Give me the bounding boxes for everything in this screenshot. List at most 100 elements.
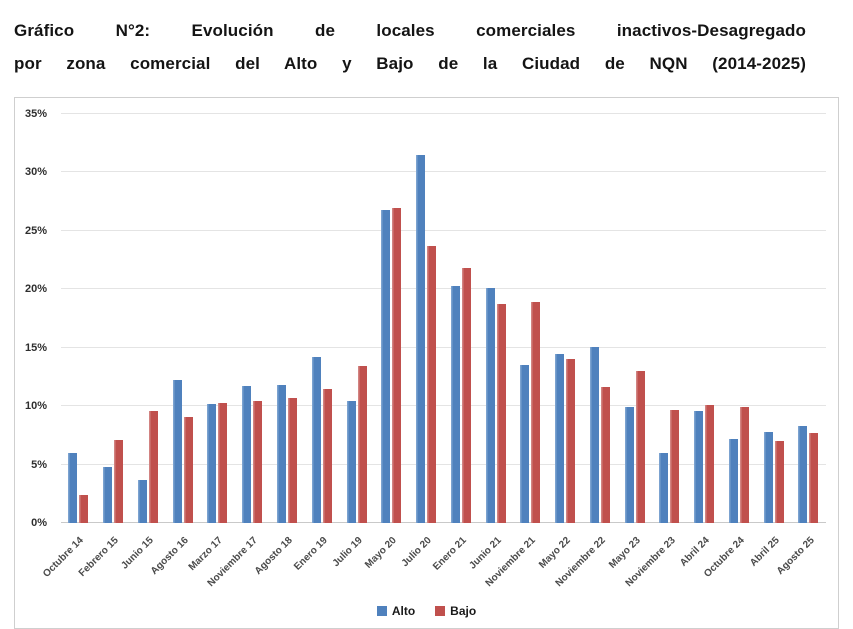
legend-label-bajo: Bajo bbox=[450, 604, 477, 618]
bar-alto-enero-19 bbox=[311, 357, 321, 523]
bar-bajo-julio-20 bbox=[427, 246, 437, 523]
legend-swatch-bajo-icon bbox=[435, 606, 446, 616]
bar-bajo-noviembre-17 bbox=[253, 401, 263, 523]
gridline-20 bbox=[61, 288, 826, 290]
bar-alto-abril-25 bbox=[763, 431, 773, 523]
x-axis-labels: Octubre 14 Febrero 15 Junio 15 Agosto 16 Mar… bbox=[41, 529, 826, 609]
bar-alto-mayo-20 bbox=[381, 209, 391, 523]
chart-title-line-2: por zona comercial del Alto y Bajo de la… bbox=[14, 54, 806, 73]
x-tick-label: Enero 19 bbox=[291, 535, 330, 573]
bar-alto-enero-21 bbox=[450, 285, 460, 523]
bar-alto-junio-15 bbox=[137, 479, 147, 523]
bar-alto-agosto-18 bbox=[276, 385, 286, 523]
bar-alto-mayo-23 bbox=[624, 407, 634, 523]
bar-alto-febrero-15 bbox=[103, 466, 113, 523]
bar-bajo-noviembre-21 bbox=[531, 302, 541, 523]
bar-alto-abril-24 bbox=[694, 410, 704, 523]
y-tick-label-30: 30% bbox=[24, 166, 47, 179]
bar-bajo-octubre-24 bbox=[739, 407, 749, 523]
bar-group bbox=[416, 114, 437, 523]
bar-alto-agosto-25 bbox=[798, 426, 808, 523]
chart-frame: 0% 5% 10% 15% 20% 25% 30% 35% Octubre 14 Febrero… bbox=[14, 97, 839, 629]
bar-bajo-agosto-16 bbox=[183, 416, 193, 523]
y-axis-labels: 0% 5% 10% 15% 20% 25% 30% 35% bbox=[15, 108, 55, 529]
bar-alto-noviembre-17 bbox=[242, 386, 252, 523]
legend: Alto Bajo bbox=[15, 604, 838, 618]
y-tick-label-25: 25% bbox=[24, 224, 47, 237]
legend-item-alto: Alto bbox=[376, 604, 416, 618]
gridline-10 bbox=[61, 405, 826, 407]
bar-group bbox=[659, 114, 680, 523]
bar-alto-julio-19 bbox=[346, 401, 356, 523]
y-tick-label-5: 5% bbox=[31, 458, 47, 471]
bar-bajo-abril-25 bbox=[774, 441, 784, 523]
bar-group bbox=[207, 114, 228, 523]
gridline-15 bbox=[61, 346, 826, 348]
gridline-35 bbox=[61, 113, 826, 114]
bar-group bbox=[624, 114, 645, 523]
x-tick-label: Mayo 23 bbox=[606, 535, 643, 571]
bar-bajo-abril-24 bbox=[705, 404, 715, 523]
legend-swatch-alto-icon bbox=[376, 606, 387, 616]
bar-alto-marzo-17 bbox=[207, 403, 217, 523]
gridline-0 bbox=[61, 522, 826, 523]
bar-bajo-agosto-25 bbox=[809, 433, 819, 523]
plot-area bbox=[61, 113, 826, 523]
bar-group bbox=[311, 114, 332, 523]
bar-group bbox=[763, 114, 784, 523]
bar-alto-agosto-16 bbox=[172, 380, 182, 523]
bar-group bbox=[242, 114, 263, 523]
bar-group bbox=[103, 114, 124, 523]
bar-alto-noviembre-23 bbox=[659, 452, 669, 523]
bar-group bbox=[555, 114, 576, 523]
bar-alto-mayo-22 bbox=[555, 353, 565, 523]
x-tick-label: Julio 19 bbox=[330, 535, 365, 570]
legend-label-alto: Alto bbox=[391, 604, 416, 618]
bar-group bbox=[485, 114, 506, 523]
x-tick-label: Mayo 22 bbox=[537, 535, 573, 571]
x-tick-label: Abril 24 bbox=[678, 535, 713, 569]
y-tick-label-35: 35% bbox=[24, 108, 47, 120]
bar-bajo-febrero-15 bbox=[114, 440, 124, 523]
bar-group bbox=[450, 114, 471, 523]
bar-group bbox=[68, 114, 89, 523]
bar-bajo-octubre-14 bbox=[79, 494, 89, 523]
bar-alto-julio-20 bbox=[416, 154, 426, 523]
bar-bajo-junio-15 bbox=[148, 410, 158, 523]
x-tick-label: Mayo 20 bbox=[363, 535, 400, 571]
bar-bajo-marzo-17 bbox=[218, 402, 228, 523]
y-tick-label-0: 0% bbox=[31, 517, 47, 529]
bar-bajo-mayo-23 bbox=[635, 371, 645, 523]
y-tick-label-10: 10% bbox=[24, 400, 47, 413]
y-tick-label-20: 20% bbox=[24, 283, 47, 296]
bar-bajo-junio-21 bbox=[496, 304, 506, 523]
y-tick-label-15: 15% bbox=[24, 341, 47, 354]
bar-alto-noviembre-21 bbox=[520, 365, 530, 523]
bar-bajo-mayo-22 bbox=[566, 359, 576, 523]
bar-group bbox=[798, 114, 819, 523]
x-tick-label: Abril 25 bbox=[747, 535, 782, 569]
bar-alto-junio-21 bbox=[485, 288, 495, 523]
legend-item-bajo: Bajo bbox=[435, 604, 476, 618]
bar-alto-octubre-14 bbox=[68, 452, 78, 523]
gridline-5 bbox=[61, 463, 826, 465]
chart-title: Gráfico N°2: Evolución de locales comerc… bbox=[14, 14, 806, 80]
bar-bajo-agosto-18 bbox=[287, 397, 297, 523]
bar-group bbox=[381, 114, 402, 523]
x-tick-label: Julio 20 bbox=[399, 535, 434, 570]
x-tick-label: Enero 21 bbox=[430, 535, 469, 573]
bar-group bbox=[346, 114, 367, 523]
bar-series bbox=[61, 114, 826, 523]
bar-bajo-noviembre-23 bbox=[670, 409, 680, 523]
bar-group bbox=[589, 114, 610, 523]
bar-alto-noviembre-22 bbox=[589, 346, 599, 523]
chart-title-line-1: Gráfico N°2: Evolución de locales comerc… bbox=[14, 21, 806, 40]
bar-group bbox=[694, 114, 715, 523]
bar-group bbox=[728, 114, 749, 523]
gridline-25 bbox=[61, 229, 826, 231]
bar-group bbox=[520, 114, 541, 523]
bar-bajo-enero-19 bbox=[322, 388, 332, 523]
bar-bajo-enero-21 bbox=[461, 268, 471, 523]
bar-alto-octubre-24 bbox=[728, 438, 738, 523]
